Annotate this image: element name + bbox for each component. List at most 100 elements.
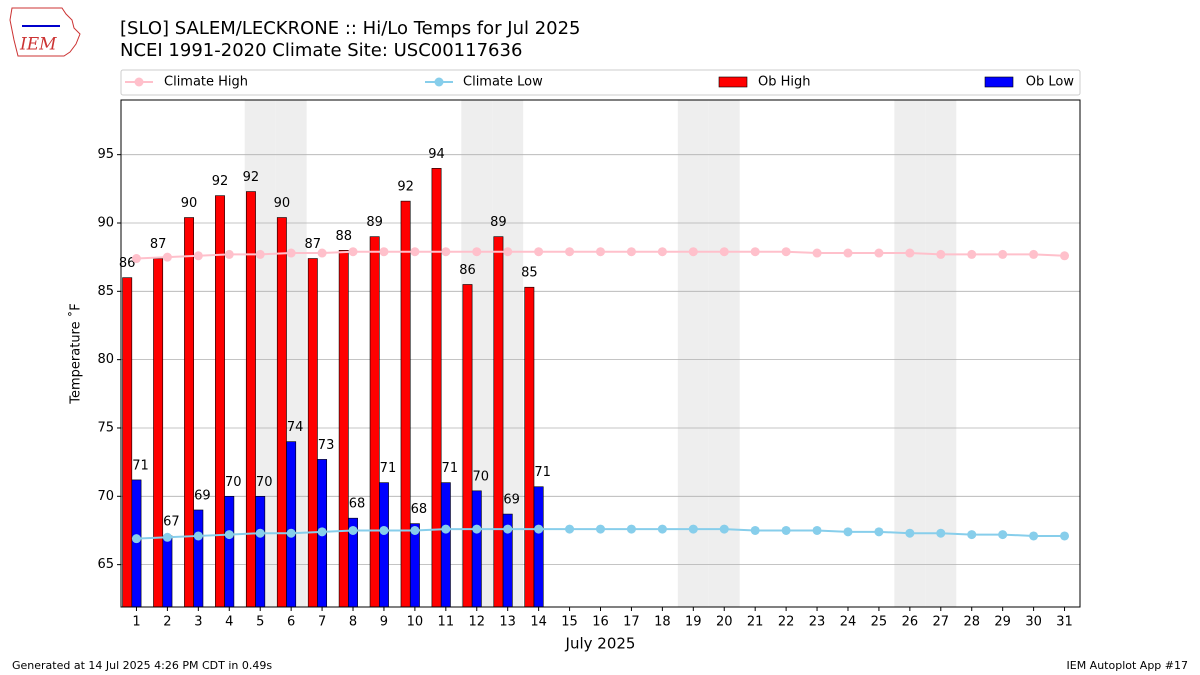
x-tick-label: 29 xyxy=(994,615,1011,630)
point xyxy=(874,248,884,258)
point xyxy=(503,524,513,534)
point xyxy=(565,524,575,534)
bar xyxy=(533,486,544,608)
chart-title: [SLO] SALEM/LECKRONE :: Hi/Lo Temps for … xyxy=(120,18,581,39)
weekend-band xyxy=(708,100,740,607)
point xyxy=(750,247,760,257)
point xyxy=(998,249,1008,259)
bar xyxy=(153,258,164,608)
x-tick-label: 25 xyxy=(871,615,888,630)
x-axis-label: July 2025 xyxy=(565,635,636,653)
data-label: 90 xyxy=(181,196,198,211)
point xyxy=(967,530,977,540)
data-label: 87 xyxy=(305,237,322,252)
x-tick-label: 3 xyxy=(194,615,202,630)
bar xyxy=(524,286,535,608)
point xyxy=(255,528,265,538)
bar xyxy=(224,496,235,608)
logo-outline xyxy=(9,7,81,57)
point xyxy=(162,252,172,262)
weekend-band xyxy=(925,100,957,607)
point xyxy=(379,525,389,535)
x-tick-label: 7 xyxy=(318,615,326,630)
data-label: 92 xyxy=(397,180,414,195)
point xyxy=(131,534,141,544)
legend xyxy=(120,69,1081,96)
bar xyxy=(255,496,266,608)
point xyxy=(441,524,451,534)
point xyxy=(905,528,915,538)
legend-swatch xyxy=(984,76,1014,88)
x-tick-label: 23 xyxy=(809,615,826,630)
point xyxy=(472,524,482,534)
data-label: 86 xyxy=(459,263,476,278)
x-tick-label: 12 xyxy=(468,615,485,630)
y-tick-label: 65 xyxy=(97,557,114,572)
point xyxy=(596,524,605,534)
x-tick-label: 5 xyxy=(256,615,264,630)
logo: IEM xyxy=(9,7,81,57)
legend-swatch xyxy=(718,76,748,88)
point xyxy=(1029,531,1039,541)
data-label: 67 xyxy=(163,514,180,529)
point xyxy=(688,247,698,257)
point xyxy=(719,524,729,534)
x-tick-label: 19 xyxy=(685,615,702,630)
point xyxy=(781,525,791,535)
footer-left: Generated at 14 Jul 2025 4:26 PM CDT in … xyxy=(12,659,272,672)
point xyxy=(317,248,327,258)
x-tick-label: 22 xyxy=(778,615,795,630)
bar xyxy=(276,217,287,608)
point xyxy=(781,247,791,257)
point xyxy=(596,247,605,257)
legend-marker xyxy=(134,77,144,87)
point xyxy=(317,527,327,537)
bar xyxy=(307,258,318,608)
point xyxy=(1029,249,1039,259)
point xyxy=(255,249,265,259)
y-tick-label: 85 xyxy=(97,284,114,299)
point xyxy=(534,524,544,534)
bar xyxy=(379,482,389,608)
data-label: 68 xyxy=(349,497,366,512)
point xyxy=(286,248,296,258)
x-tick-label: 9 xyxy=(380,615,388,630)
point xyxy=(534,247,544,257)
data-label: 71 xyxy=(442,461,459,476)
point xyxy=(626,247,636,257)
data-label: 70 xyxy=(256,475,273,490)
data-label: 68 xyxy=(411,502,428,517)
y-tick-label: 70 xyxy=(97,489,114,504)
x-tick-label: 30 xyxy=(1025,615,1042,630)
point xyxy=(750,525,760,535)
x-tick-label: 1 xyxy=(132,615,140,630)
point xyxy=(503,247,513,257)
data-label: 74 xyxy=(287,420,304,435)
bar xyxy=(409,523,420,608)
legend-label: Climate High xyxy=(164,75,248,90)
data-label: 92 xyxy=(212,174,229,189)
x-tick-label: 13 xyxy=(499,615,516,630)
y-axis-label: Temperature ˚F xyxy=(68,303,84,404)
data-label: 88 xyxy=(335,229,352,244)
x-tick-label: 17 xyxy=(623,615,640,630)
data-label: 89 xyxy=(366,215,383,230)
logo-text: IEM xyxy=(19,35,57,55)
y-tick-label: 80 xyxy=(97,352,114,367)
point xyxy=(472,247,482,257)
point xyxy=(286,528,296,538)
data-label: 70 xyxy=(225,475,242,490)
y-tick-label: 95 xyxy=(97,147,114,162)
bar xyxy=(193,509,204,608)
point xyxy=(905,248,915,258)
point xyxy=(812,525,822,535)
legend-label: Ob High xyxy=(758,75,811,90)
legend-label: Climate Low xyxy=(463,75,543,90)
point xyxy=(162,532,172,542)
point xyxy=(131,254,141,264)
bar xyxy=(493,236,504,608)
data-label: 86 xyxy=(119,256,136,271)
point xyxy=(348,247,358,257)
x-tick-label: 20 xyxy=(716,615,733,630)
